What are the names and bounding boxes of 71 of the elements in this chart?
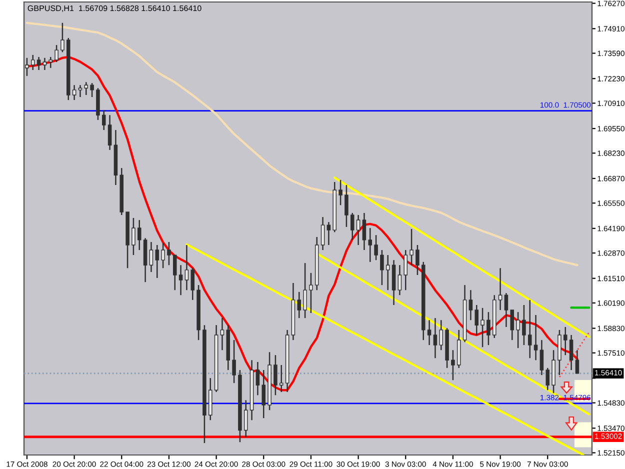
- candlestick: [297, 291, 302, 319]
- candlestick: [84, 82, 88, 96]
- candlestick: [25, 57, 29, 77]
- candlestick: [54, 44, 58, 63]
- chart-title: GBPUSD,H1 1.56709 1.56828 1.56410 1.56410: [28, 5, 202, 12]
- candlestick: [102, 109, 106, 131]
- candlestick: [220, 317, 224, 351]
- candlestick: [534, 314, 538, 361]
- candlestick: [439, 319, 444, 351]
- candlestick: [137, 219, 142, 251]
- candlestick: [451, 349, 455, 381]
- candlestick: [410, 228, 414, 266]
- candlestick: [575, 349, 580, 374]
- candlestick: [232, 339, 236, 384]
- candlestick: [416, 244, 420, 276]
- candlestick: [108, 114, 112, 151]
- candlestick: [172, 254, 177, 291]
- candlestick: [155, 244, 160, 279]
- candlestick: [368, 227, 372, 263]
- candlestick: [184, 244, 189, 291]
- candlestick: [78, 84, 82, 98]
- candlestick: [540, 339, 544, 376]
- line-series: [334, 176, 590, 338]
- candlestick: [522, 304, 526, 346]
- candlestick: [72, 84, 76, 101]
- candlestick: [433, 317, 438, 359]
- candlestick: [303, 262, 307, 319]
- candlestick: [30, 54, 35, 71]
- candlestick: [356, 214, 360, 246]
- candlestick: [546, 367, 550, 391]
- candlestick: [498, 267, 502, 311]
- candlestick: [404, 249, 408, 291]
- candlestick: [516, 311, 520, 349]
- line-series: [558, 332, 590, 378]
- candlestick: [244, 400, 248, 438]
- candlestick: [528, 299, 532, 359]
- candlestick: [486, 311, 490, 346]
- candlestick: [36, 56, 41, 71]
- candlestick: [274, 354, 278, 396]
- candlestick: [468, 289, 473, 321]
- candlestick: [320, 216, 325, 251]
- candlestick: [510, 309, 514, 341]
- candlestick: [326, 221, 331, 246]
- candlestick: [161, 242, 165, 269]
- candlestick: [374, 234, 378, 261]
- candlestick: [60, 22, 64, 53]
- candlestick: [256, 361, 260, 396]
- candlestick: [279, 364, 284, 393]
- candlestick: [398, 264, 402, 296]
- candlestick: [569, 334, 574, 371]
- candlestick: [190, 267, 195, 301]
- candlestick: [480, 307, 484, 348]
- candlestick: [427, 319, 432, 346]
- candlestick: [178, 264, 183, 296]
- candlestick: [48, 56, 53, 69]
- candlestick: [504, 292, 508, 328]
- candlestick: [132, 217, 136, 256]
- candlestick: [474, 304, 479, 336]
- candlestick: [42, 57, 47, 71]
- candlestick: [90, 82, 94, 98]
- candlestick: [149, 241, 154, 273]
- candlestick: [350, 212, 354, 241]
- candlestick: [167, 241, 171, 266]
- candlestick: [386, 254, 390, 291]
- candlestick: [380, 249, 384, 286]
- candlestick: [362, 212, 366, 251]
- candlestick: [563, 326, 568, 356]
- candlestick: [338, 179, 342, 206]
- candlestick: [262, 369, 266, 419]
- candlestick: [309, 272, 313, 314]
- candlestick: [344, 184, 348, 228]
